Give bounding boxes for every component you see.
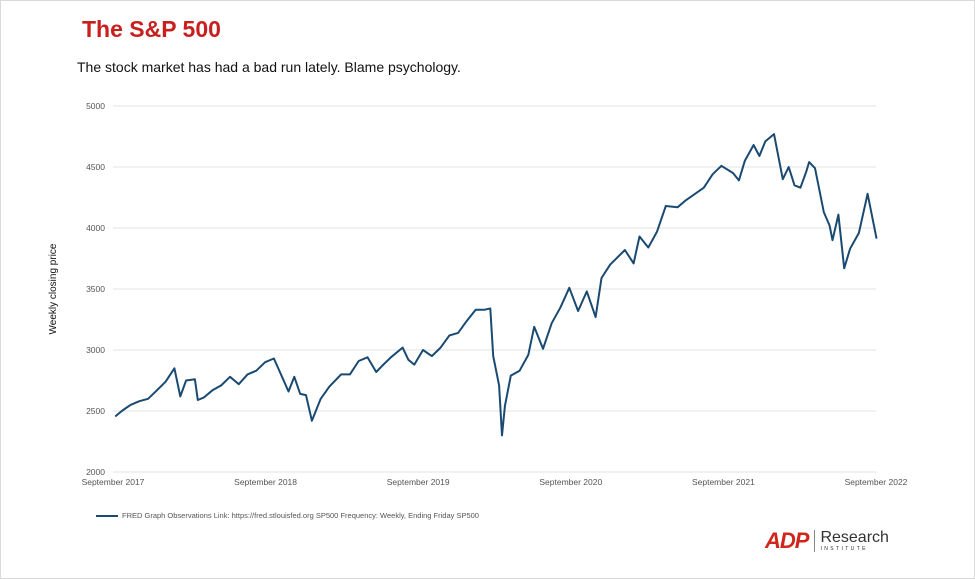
- logo-brand: ADP: [765, 528, 809, 553]
- logo-divider: [814, 530, 816, 552]
- logo-subname: INSTITUTE: [820, 546, 868, 552]
- x-tick-label: September 2017: [82, 477, 145, 487]
- logo-name: Research: [820, 529, 889, 546]
- adp-research-logo: ADP Research INSTITUTE: [765, 529, 889, 553]
- legend-swatch: [96, 514, 118, 517]
- y-tick-label: 5000: [86, 101, 105, 111]
- x-tick-label: September 2021: [692, 477, 755, 487]
- y-tick-label: 2000: [86, 467, 105, 477]
- y-tick-label: 2500: [86, 406, 105, 416]
- y-axis-label: Weekly closing price: [48, 243, 59, 334]
- x-tick-label: September 2022: [845, 477, 908, 487]
- x-tick-label: September 2019: [387, 477, 450, 487]
- legend-text: FRED Graph Observations Link: https://fr…: [122, 511, 479, 520]
- series-line-sp500: [114, 133, 878, 437]
- y-tick-label: 4500: [86, 162, 105, 172]
- page-title: The S&P 500: [82, 16, 221, 42]
- x-tick-label: September 2020: [539, 477, 602, 487]
- page-subtitle: The stock market has had a bad run latel…: [77, 59, 461, 75]
- y-tick-label: 4000: [86, 223, 105, 233]
- chart-legend: FRED Graph Observations Link: https://fr…: [96, 511, 479, 520]
- x-tick-label: September 2018: [234, 477, 297, 487]
- y-tick-label: 3000: [86, 345, 105, 355]
- y-tick-label: 3500: [86, 284, 105, 294]
